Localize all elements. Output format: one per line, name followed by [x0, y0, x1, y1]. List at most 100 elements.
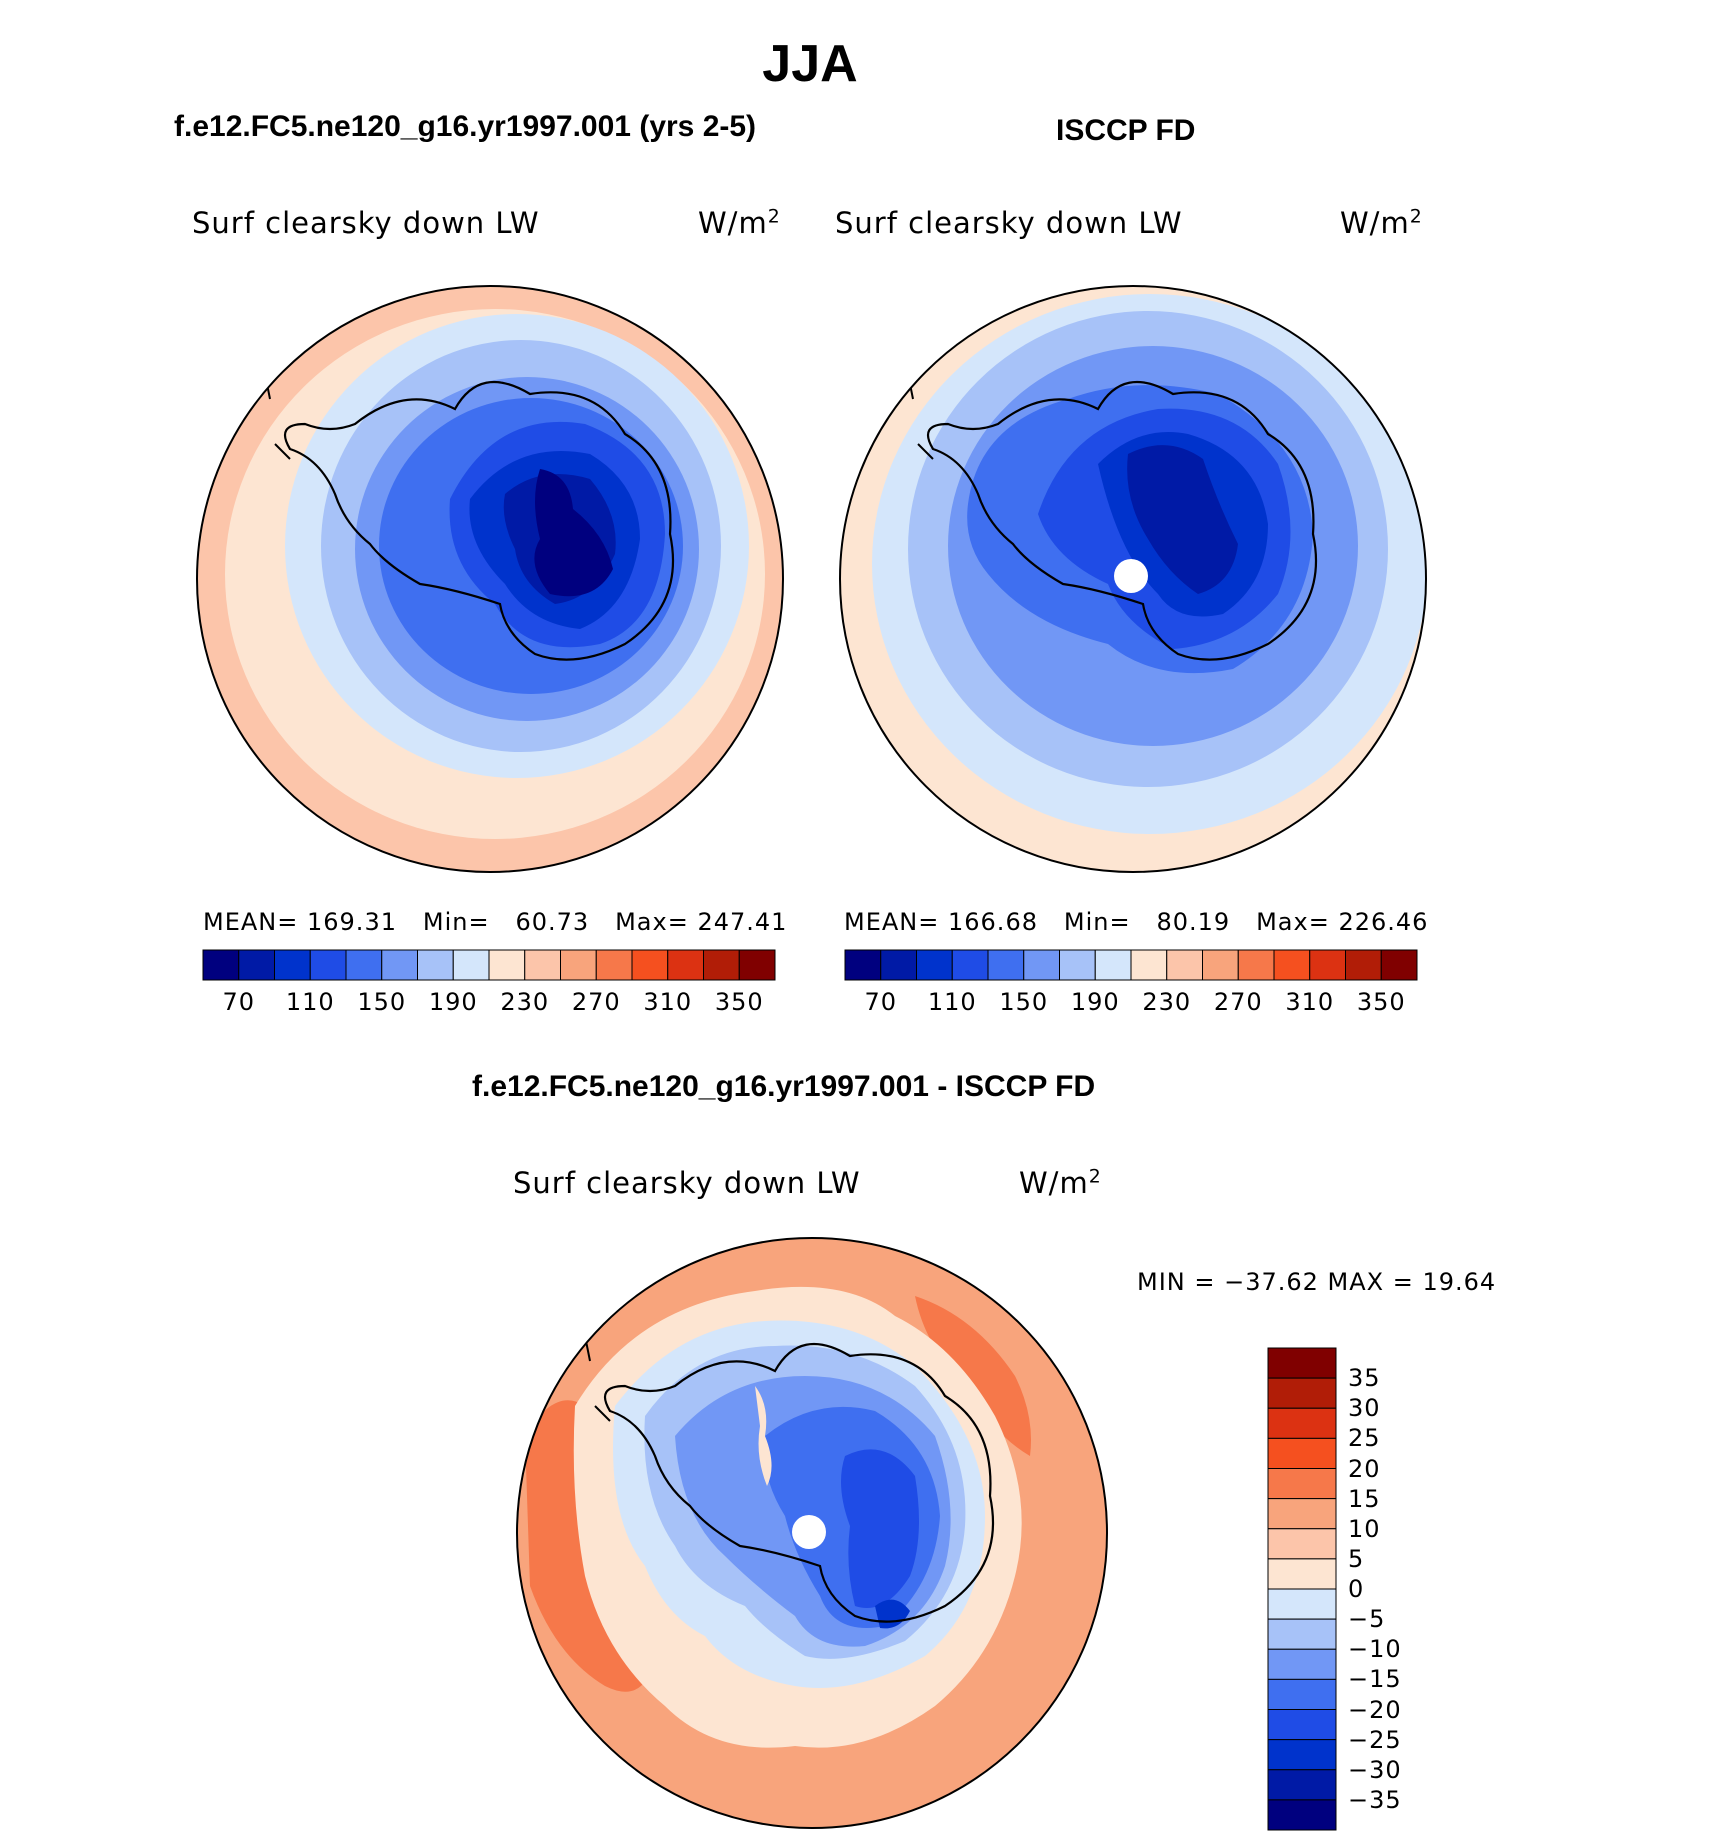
- obs-polar-map: [839, 285, 1427, 873]
- obs-colorbar-tick-label: 310: [1285, 988, 1335, 1016]
- diff-colorbar-box-13: [1267, 1739, 1337, 1771]
- obs-colorbar-tick-label: 150: [999, 988, 1049, 1016]
- model-colorbar-box-11: [595, 949, 633, 981]
- obs-min-value: 80.19: [1156, 908, 1231, 936]
- diff-antarctica-coastline: [603, 1342, 995, 1623]
- diff-colorbar-tick-label: 20: [1348, 1454, 1381, 1483]
- model-colorbar-box-8: [488, 949, 526, 981]
- diff-colorbar-box-15: [1267, 1799, 1337, 1831]
- diff-colorbar-box-6: [1267, 1528, 1337, 1560]
- diff-colorbar-tick-label: −35: [1348, 1785, 1402, 1814]
- model-colorbar-tick-label: 110: [285, 988, 335, 1016]
- diff-colorbar-tick-label: −5: [1348, 1605, 1386, 1634]
- model-map-border: [196, 285, 784, 873]
- obs-colorbar-tick-label: 230: [1142, 988, 1192, 1016]
- obs-colorbar: [844, 949, 1418, 981]
- obs-colorbar-box-12: [1273, 949, 1311, 981]
- obs-colorbar-tick-label: 110: [927, 988, 977, 1016]
- diff-colorbar-tick-label: 10: [1348, 1514, 1381, 1543]
- diff-colorbar-tick-label: −20: [1348, 1695, 1402, 1724]
- model-colorbar-box-6: [417, 949, 454, 981]
- diff-colorbar-tick-label: 0: [1348, 1575, 1365, 1603]
- model-colorbar-tick-label: 270: [571, 988, 621, 1016]
- model-colorbar-tick-label: 70: [222, 988, 256, 1016]
- diff-polar-map: [516, 1237, 1108, 1829]
- diff-case-title: f.e12.FC5.ne120_g16.yr1997.001 - ISCCP F…: [472, 1070, 1096, 1103]
- diff-colorbar-box-9: [1267, 1618, 1337, 1650]
- diff-colorbar-box-10: [1267, 1648, 1337, 1680]
- diff-colorbar-box-12: [1267, 1709, 1337, 1741]
- obs-colorbar-box-0: [844, 949, 882, 981]
- diff-colorbar-tick-label: 25: [1348, 1424, 1381, 1453]
- obs-colorbar-tick-label: 190: [1070, 988, 1120, 1016]
- obs-antarctica-coastline: [926, 380, 1318, 661]
- diff-colorbar-box-8: [1267, 1588, 1337, 1620]
- obs-colorbar-box-8: [1130, 949, 1168, 981]
- season-title: JJA: [762, 35, 858, 93]
- obs-stats: MEAN= 166.68 Min= 80.19 Max= 226.46: [844, 908, 1429, 936]
- obs-colorbar-box-7: [1094, 949, 1132, 981]
- model-polar-map: [196, 285, 784, 873]
- model-colorbar-box-2: [274, 949, 311, 981]
- obs-mean-value: 166.68: [948, 908, 1038, 936]
- diff-colorbar-box-4: [1267, 1468, 1337, 1500]
- obs-colorbar-tick-label: 70: [864, 988, 898, 1016]
- diff-colorbar-box-11: [1267, 1678, 1337, 1710]
- diff-colorbar-tick-label: 30: [1348, 1394, 1381, 1423]
- model-colorbar-tick-label: 150: [357, 988, 407, 1016]
- model-variable-label: Surf clearsky down LW: [192, 206, 540, 240]
- diff-colorbar-box-2: [1267, 1407, 1337, 1439]
- diff-minmax: MIN = −37.62 MAX = 19.64: [1137, 1268, 1497, 1296]
- diff-colorbar-tick-label: −25: [1348, 1725, 1402, 1754]
- model-colorbar-box-15: [738, 949, 776, 981]
- diff-map-border: [516, 1237, 1108, 1829]
- diff-colorbar-tick-label: 5: [1348, 1544, 1365, 1573]
- diff-colorbar: [1267, 1347, 1337, 1831]
- model-colorbar-tick-label: 350: [714, 988, 764, 1016]
- diff-pole-hole: [792, 1515, 826, 1549]
- obs-case-title: ISCCP FD: [1056, 114, 1196, 147]
- obs-units-label: W/m2: [1340, 206, 1423, 240]
- model-colorbar-box-5: [381, 949, 418, 981]
- model-colorbar-box-0: [202, 949, 240, 981]
- model-colorbar-box-14: [703, 949, 740, 981]
- diff-colorbar-tick-label: −30: [1348, 1755, 1402, 1784]
- model-colorbar-tick-label: 190: [428, 988, 478, 1016]
- obs-colorbar-tick-label: 350: [1356, 988, 1406, 1016]
- obs-colorbar-box-13: [1309, 949, 1346, 981]
- model-contour-core: [534, 469, 613, 597]
- model-mean-value: 169.31: [307, 908, 397, 936]
- model-colorbar-box-10: [560, 949, 597, 981]
- obs-pole-hole: [1114, 559, 1148, 593]
- diff-colorbar-tick-label: −10: [1348, 1635, 1402, 1664]
- model-max-value: 247.41: [697, 908, 788, 936]
- obs-colorbar-box-1: [880, 949, 917, 981]
- diff-colorbar-box-7: [1267, 1558, 1337, 1590]
- obs-colorbar-box-15: [1380, 949, 1418, 981]
- obs-colorbar-tick-label: 270: [1213, 988, 1263, 1016]
- model-units-label: W/m2: [698, 206, 781, 240]
- diff-variable-label: Surf clearsky down LW: [513, 1166, 861, 1200]
- model-case-title: f.e12.FC5.ne120_g16.yr1997.001 (yrs 2-5): [174, 110, 757, 143]
- diff-contour-neg25: [841, 1449, 919, 1608]
- diff-colorbar-box-1: [1267, 1377, 1337, 1409]
- obs-colorbar-box-4: [987, 949, 1025, 981]
- obs-variable-label: Surf clearsky down LW: [835, 206, 1183, 240]
- obs-colorbar-box-5: [1023, 949, 1060, 981]
- obs-map-border: [839, 285, 1427, 873]
- diff-colorbar-tick-label: −15: [1348, 1665, 1402, 1694]
- diff-colorbar-box-3: [1267, 1437, 1337, 1469]
- obs-colorbar-box-14: [1345, 949, 1382, 981]
- diff-contour-interior-positive: [755, 1386, 772, 1486]
- obs-colorbar-box-9: [1166, 949, 1203, 981]
- diff-units-label: W/m2: [1019, 1166, 1102, 1200]
- model-antarctica-coastline: [283, 380, 675, 661]
- diff-colorbar-box-14: [1267, 1769, 1337, 1801]
- obs-colorbar-box-3: [951, 949, 989, 981]
- model-colorbar-box-7: [452, 949, 490, 981]
- model-colorbar-box-4: [345, 949, 383, 981]
- obs-max-value: 226.46: [1338, 908, 1429, 936]
- diff-contour-east-positive: [915, 1296, 1031, 1456]
- model-colorbar-box-12: [631, 949, 669, 981]
- diff-colorbar-tick-label: 15: [1348, 1484, 1381, 1513]
